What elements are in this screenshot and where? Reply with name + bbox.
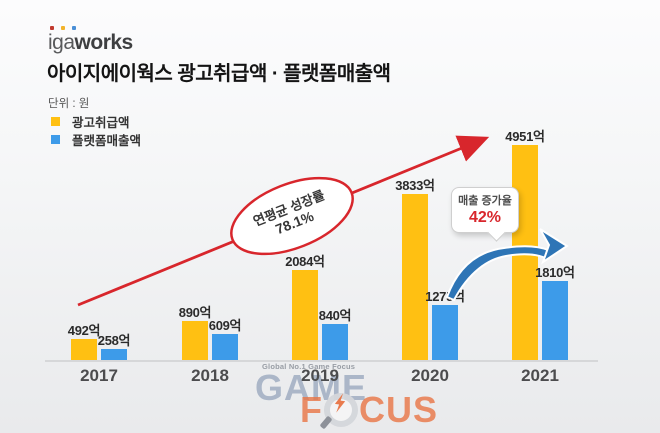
gamefocus-watermark: Global No.1 Game Focus GAME F CUS [252,361,482,433]
bar-2017-series1 [101,349,127,360]
growth-rate-bubble: 매출 증가율 42% [451,187,519,233]
logo-text-iga: iga [48,31,75,54]
bar-value-label-2018-series0: 890억 [178,305,212,320]
bar-2021-series1 [542,281,568,360]
igaworks-logo: igaworks [48,26,134,54]
bar-value-label-2018-series1: 609억 [208,318,242,333]
bar-value-label-2021-series0: 4951억 [505,129,545,144]
x-axis-label-2019: 2019 [301,366,339,385]
x-axis-label-2017: 2017 [80,366,118,385]
watermark-focus-text: F CUS [300,392,438,428]
bubble-title: 매출 증가율 [458,195,512,207]
logo-text-works: works [74,31,134,54]
x-axis-line [45,360,598,362]
bar-2018-series0 [182,321,208,360]
x-axis-label-2018: 2018 [191,366,229,385]
logo-dot-yellow [61,26,65,30]
bar-value-label-2017-series0: 492억 [67,323,101,338]
legend-swatch-blue [51,134,60,144]
bubble-value: 42% [468,209,502,226]
bar-value-label-2020-series1: 1275억 [425,289,465,304]
page-title: 아이지에이웍스 광고취급액 · 플랫폼매출액 [47,63,391,85]
x-axis-label-2020: 2020 [411,366,449,385]
logo-dot-blue [72,26,76,30]
bar-2017-series0 [71,339,97,360]
bar-value-label-2019-series1: 840억 [318,308,352,323]
bar-2018-series1 [212,334,238,360]
bar-2020-series1 [432,305,458,360]
bar-2020-series0 [402,194,428,360]
magnifier-icon [324,393,358,427]
bar-2021-series0 [512,145,538,360]
watermark-focus-cus: CUS [359,389,439,430]
bar-value-label-2019-series0: 2084억 [285,254,325,269]
x-axis-label-2021: 2021 [521,366,559,385]
logo-dot-red [50,26,54,30]
logo-dots-icon [50,26,76,30]
legend-label-ad: 광고취급액 [72,115,130,130]
bar-value-label-2021-series1: 1810억 [535,265,575,280]
bar-value-label-2020-series0: 3833억 [395,178,435,193]
bar-value-label-2017-series1: 258억 [97,333,131,348]
watermark-focus-f: F [300,389,323,430]
legend-item-ad: 광고취급액 [51,112,141,130]
legend-swatch-yellow [51,116,60,126]
bar-2019-series1 [322,324,348,360]
watermark-tagline: Global No.1 Game Focus [262,362,356,371]
unit-label: 단위 : 원 [48,98,90,110]
